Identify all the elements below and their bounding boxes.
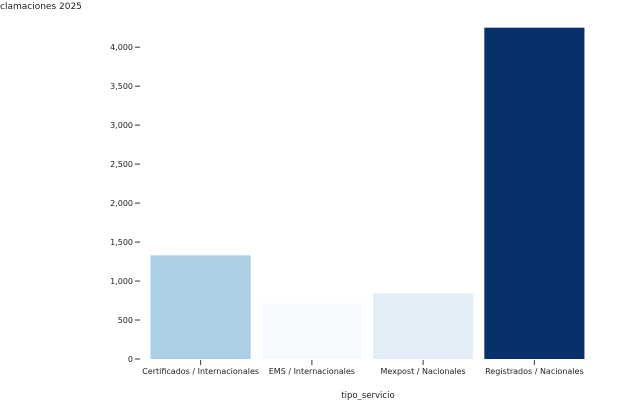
x-tick-label: Mexpost / Nacionales xyxy=(381,367,466,376)
bar xyxy=(150,255,251,359)
bar xyxy=(373,293,474,359)
y-tick-label: 2,500 xyxy=(110,160,133,169)
x-tick-label: Certificados / Internacionales xyxy=(142,367,259,376)
bar xyxy=(484,27,585,360)
x-tick-label: Registrados / Nacionales xyxy=(485,367,584,376)
y-tick-label: 500 xyxy=(118,316,133,325)
y-tick-label: 2,000 xyxy=(110,199,133,208)
x-axis: Certificados / Internacionales EMS / Inte… xyxy=(142,360,584,376)
bar xyxy=(261,303,362,359)
x-tick-label: EMS / Internacionales xyxy=(269,367,355,376)
y-tick-label: 4,000 xyxy=(110,43,133,52)
y-tick-label: 0 xyxy=(128,355,133,364)
chart-title: clamaciones 2025 xyxy=(0,2,82,12)
x-axis-title: tipo_servicio xyxy=(341,391,394,400)
y-tick-label: 1,500 xyxy=(110,238,133,247)
y-tick-label: 1,000 xyxy=(110,277,133,286)
y-tick-label: 3,000 xyxy=(110,121,133,130)
bars xyxy=(150,27,585,360)
y-axis: 0 500 1,000 1,500 2,000 2,500 3,000 3,500 4,000 xyxy=(110,43,140,364)
y-tick-label: 3,500 xyxy=(110,82,133,91)
